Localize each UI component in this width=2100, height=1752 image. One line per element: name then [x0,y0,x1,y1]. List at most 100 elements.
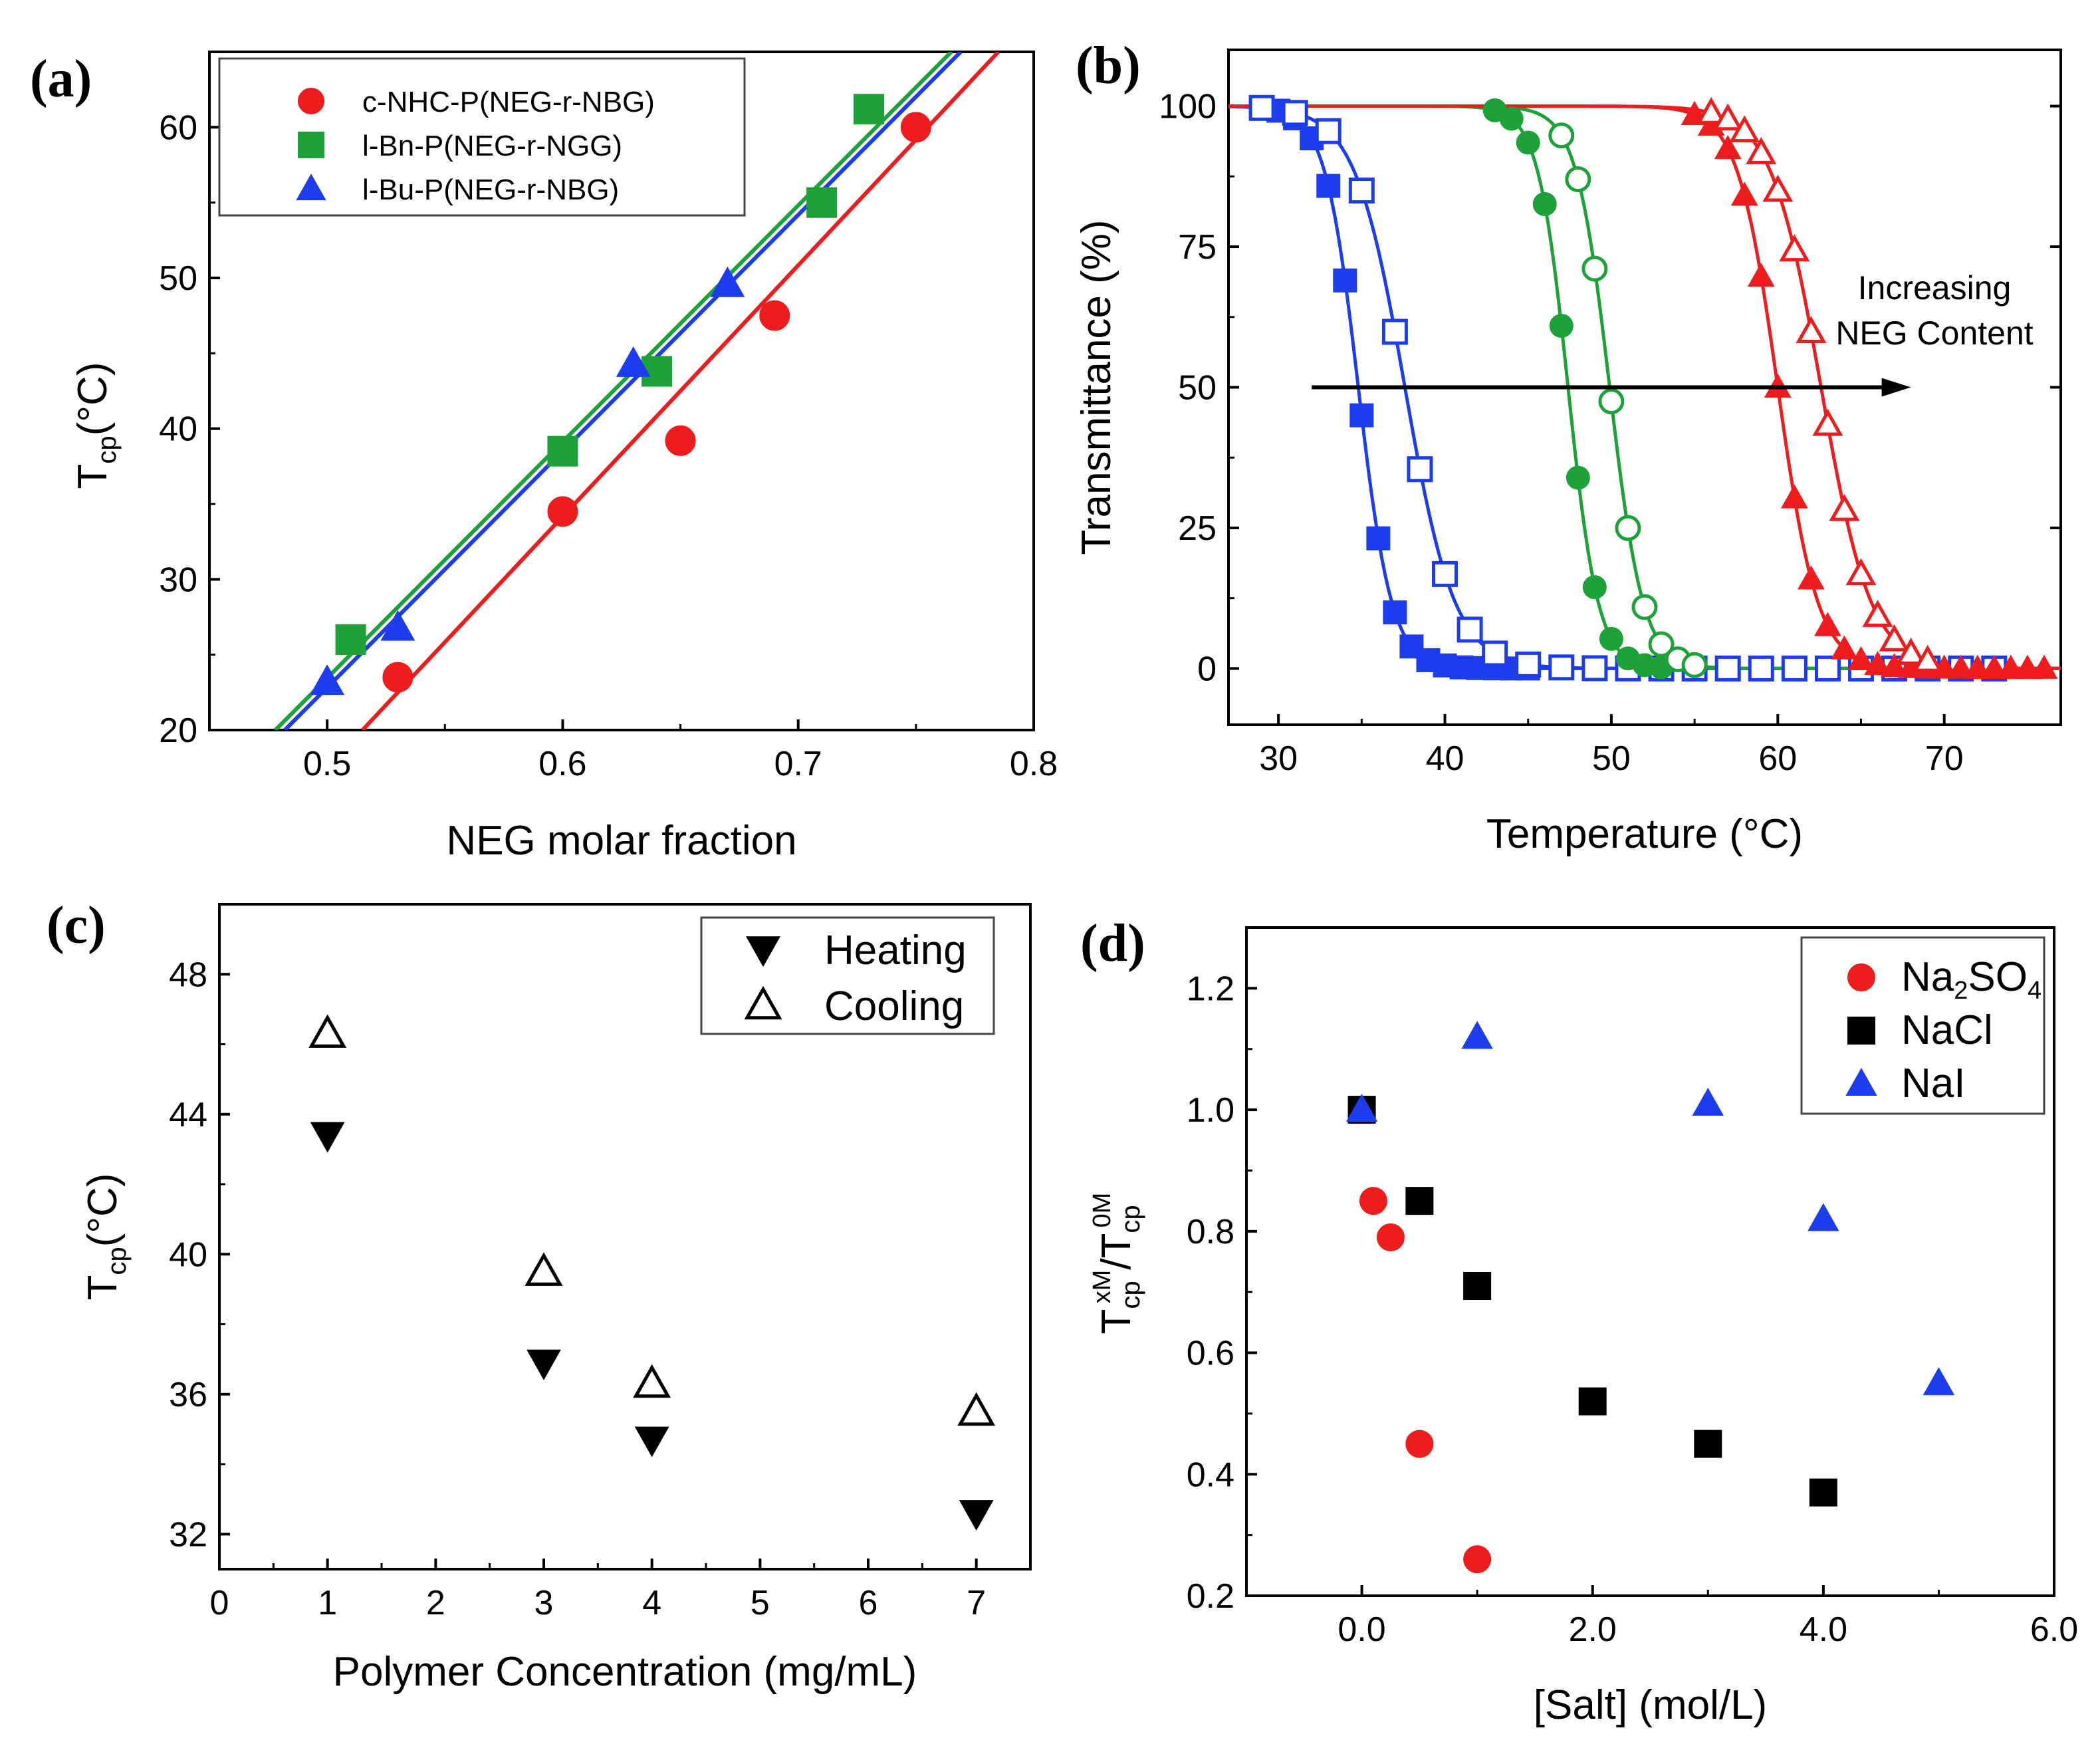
point-series-0-0 [382,662,413,693]
y-tick-label: 1.2 [1187,969,1234,1008]
x-tick-label: 0.7 [774,745,822,783]
point-series-0-4 [1463,1545,1492,1574]
point-series-4-6 [1780,484,1808,509]
point-series-0-4 [1333,268,1357,293]
x-tick-label: 4 [642,1584,661,1622]
legend: Heating Cooling [700,916,995,1035]
y-axis-label: Tcp(°C) [80,1174,132,1301]
legend-label-2: l-Bu-P(NEG-r-NBG) [362,174,619,206]
point-series-4-21 [2030,654,2058,679]
point-series-5-9 [1845,558,1877,586]
y-tick-label: 48 [169,955,207,994]
panel-label: (d) [1080,914,1145,973]
point-series-3-2 [1581,255,1608,282]
point-series-5-7 [1812,408,1843,436]
point-series-1-1 [547,436,578,467]
point-series-0-3 [1405,1430,1434,1458]
point-series-1-2 [1315,118,1342,144]
annotation-arrow-head [1881,378,1911,397]
y-tick-label: 60 [159,108,197,147]
legend: c-NHC-P(NEG-r-NBG) l-Bn-P(NEG-r-NGG) l-Bu-… [218,57,746,217]
legend-marker-2 [296,174,326,201]
point-series-2-0 [1345,1094,1378,1122]
y-tick-label: 32 [169,1515,207,1554]
legend-box [1800,936,2045,1115]
point-series-1-16 [1748,655,1774,682]
y-tick-label: 30 [159,561,197,599]
point-series-0-1 [547,496,578,527]
x-axis-label: [Salt] (mol/L) [1534,1682,1767,1728]
point-series-1-2 [633,1364,671,1398]
x-axis-label: Polymer Concentration (mg/mL) [333,1649,917,1695]
point-series-0-2 [665,425,696,456]
point-series-1-3 [957,1392,996,1426]
point-series-0-2 [1376,1223,1405,1251]
point-series-4-18 [1980,654,2008,679]
point-series-1-0 [335,624,366,655]
point-series-2-1 [1461,1021,1493,1049]
legend-marker-0 [1847,963,1875,991]
point-series-3-0 [1548,122,1575,149]
x-tick-label: 1 [318,1584,337,1622]
point-series-2-3 [710,266,745,297]
point-series-1-18 [1814,655,1841,682]
legend-label-0: Na2SO4 [1901,954,2042,1005]
x-axis-label: NEG molar fraction [446,818,796,864]
x-tick-label: 5 [751,1584,770,1622]
point-series-5-12 [1895,638,1926,665]
point-series-3-4 [1615,515,1641,541]
point-series-5-11 [1879,624,1910,652]
point-series-5-2 [1729,115,1760,143]
legend-marker-1 [298,132,324,158]
x-tick-label: 6 [859,1584,878,1622]
x-tick-label: 3 [534,1584,554,1622]
legend-marker-1 [1847,1017,1875,1045]
x-tick-label: 4.0 [1800,1610,1847,1649]
legend-marker-2 [1845,1067,1877,1096]
point-series-3-3 [1598,388,1625,415]
point-series-1-8 [1482,640,1508,667]
y-tick-label: 40 [159,410,197,449]
y-tick-label: 0 [1197,650,1217,688]
point-series-1-3 [1578,1387,1607,1416]
annotation-line-1: Increasing [1858,269,2012,307]
plot-frame [218,903,1032,1570]
panel-label: (b) [1076,37,1141,95]
point-series-4-7 [1797,565,1825,590]
legend-label-0: c-NHC-P(NEG-r-NBG) [362,86,655,118]
point-series-1-1 [1282,100,1308,126]
point-series-2-3 [1532,191,1557,216]
y-tick-label: 44 [169,1096,207,1134]
x-tick-label: 70 [1925,739,1964,778]
point-series-1-11 [1581,655,1608,682]
point-series-0-4 [900,112,931,143]
point-series-4-3 [1730,182,1758,206]
panel-c: 0 1 2 3 4 5 6 7 32 36 40 44 48 Heating Cooling (c) Polym… [47,896,1032,1695]
plot-frame [1245,926,2055,1597]
x-tick-label: 6.0 [2030,1610,2078,1649]
panel-d: 0.0 2.0 4.0 6.0 0.2 0.4 0.6 0.8 1.0 1.2 Na2SO4NaCl… [1080,914,2078,1728]
point-series-5-3 [1746,137,1777,164]
point-series-0-3 [959,1500,994,1531]
x-tick-label: 2.0 [1569,1610,1617,1649]
legend-label-1: NaCl [1901,1007,1993,1053]
y-tick-label: 50 [159,259,197,298]
y-tick-label: 100 [1159,88,1217,126]
point-series-1-4 [1381,318,1408,345]
point-series-4-17 [1964,654,1992,679]
point-series-2-5 [1566,465,1590,490]
point-series-4-9 [1831,635,1858,660]
point-series-1-5 [1407,456,1433,483]
y-tick-label: 0.8 [1187,1213,1234,1251]
point-series-3-6 [1648,631,1675,658]
x-tick-label: 2 [426,1584,445,1622]
legend-marker-0 [746,936,780,967]
point-series-2-6 [1582,575,1607,600]
panel-a: 0.5 0.6 0.7 0.8 20 30 40 50 60 c-NHC-P(NEG-r-NBG)… [30,50,1058,864]
point-series-5-0 [1696,97,1727,124]
point-series-0-1 [526,1349,561,1380]
y-tick-label: 0.4 [1187,1455,1234,1494]
point-series-5-13 [1912,644,1943,672]
point-series-0-6 [1366,526,1391,551]
